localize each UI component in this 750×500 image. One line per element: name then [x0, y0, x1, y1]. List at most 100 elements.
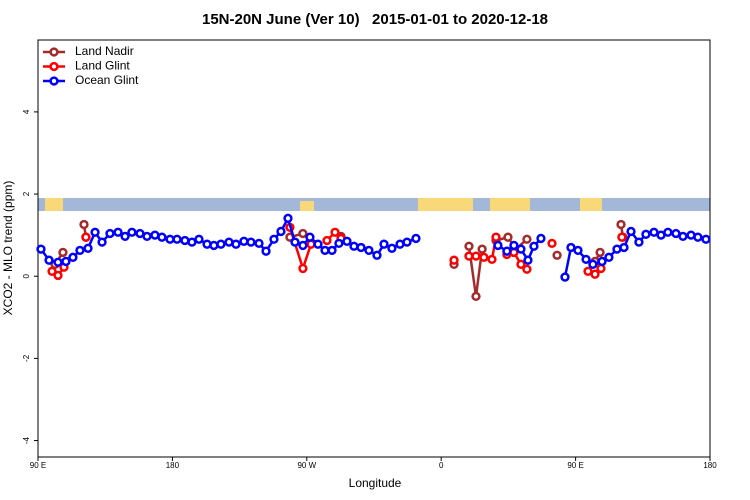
- data-point: [379, 239, 389, 249]
- data-point: [194, 234, 204, 244]
- data-point: [150, 230, 160, 240]
- data-point: [61, 256, 71, 267]
- land-band: [418, 198, 473, 211]
- legend-label: Land Glint: [75, 59, 130, 73]
- data-point: [269, 234, 279, 244]
- data-point: [411, 233, 421, 244]
- data-point: [619, 242, 629, 253]
- data-point: [90, 227, 100, 237]
- data-point: [58, 247, 68, 258]
- data-point: [305, 232, 315, 242]
- data-point: [53, 257, 63, 267]
- data-point: [120, 231, 130, 242]
- data-point: [395, 239, 405, 249]
- data-point: [693, 232, 703, 242]
- data-point: [283, 213, 293, 223]
- data-point: [75, 245, 85, 255]
- legend-marker: [49, 61, 59, 72]
- data-point: [298, 228, 308, 239]
- y-tick-label: -4: [22, 436, 31, 444]
- data-point: [127, 227, 137, 237]
- data-point: [649, 227, 659, 237]
- data-point: [113, 227, 123, 237]
- data-point: [491, 232, 501, 242]
- legend-marker: [49, 76, 59, 86]
- land-band: [490, 198, 530, 211]
- data-point: [342, 236, 352, 246]
- data-point: [53, 270, 63, 281]
- data-point: [47, 266, 57, 276]
- data-point: [604, 252, 614, 262]
- data-point: [671, 228, 681, 239]
- y-tick-label: 4: [22, 109, 31, 114]
- data-point: [97, 237, 107, 247]
- data-point: [590, 269, 600, 279]
- data-point: [330, 227, 340, 237]
- ocean-band: [38, 198, 710, 211]
- data-point: [560, 272, 570, 282]
- data-point: [493, 240, 503, 251]
- data-point: [701, 234, 711, 244]
- x-axis-label: Longitude: [349, 476, 402, 490]
- data-point: [464, 241, 474, 251]
- data-point: [209, 240, 219, 251]
- data-point: [356, 242, 366, 253]
- data-point: [44, 255, 54, 265]
- data-point: [387, 243, 397, 253]
- data-point: [522, 234, 532, 244]
- data-point: [298, 240, 308, 251]
- data-point: [231, 239, 241, 249]
- series-line: [39, 215, 707, 278]
- data-point: [583, 266, 593, 276]
- x-tick-label: 90 E: [567, 461, 583, 470]
- data-point: [246, 237, 256, 247]
- data-point: [581, 254, 591, 265]
- data-point: [105, 228, 115, 239]
- data-point: [529, 241, 539, 251]
- data-point: [157, 232, 167, 242]
- land-band: [45, 198, 63, 211]
- data-point: [626, 226, 636, 237]
- data-point: [573, 245, 583, 255]
- data-point: [552, 250, 562, 260]
- data-point: [364, 245, 374, 255]
- y-axis-label: XCO2 - MLO trend (ppm): [1, 181, 15, 316]
- data-point: [616, 219, 626, 230]
- map-strip: [38, 198, 710, 211]
- data-point: [523, 255, 533, 265]
- data-point: [597, 256, 607, 267]
- data-point: [479, 252, 489, 262]
- data-point: [634, 237, 644, 247]
- chart-title: 15N-20N June (Ver 10) 2015-01-01 to 2020…: [202, 11, 548, 28]
- data-point: [502, 246, 512, 256]
- x-tick-label: 180: [166, 461, 180, 470]
- data-point: [663, 227, 673, 237]
- data-point: [641, 229, 651, 239]
- data-point: [313, 239, 323, 249]
- data-point: [68, 252, 78, 262]
- x-tick-label: 0: [439, 461, 444, 470]
- data-point: [239, 236, 249, 246]
- x-tick-label: 90 W: [297, 461, 316, 470]
- data-point: [487, 254, 497, 265]
- legend-label: Land Nadir: [75, 44, 134, 58]
- data-point: [224, 237, 234, 247]
- data-point: [503, 232, 513, 242]
- data-point: [516, 259, 526, 269]
- legend-label: Ocean Glint: [75, 73, 139, 87]
- legend-marker: [49, 47, 59, 57]
- data-point: [349, 241, 359, 251]
- data-point: [509, 240, 519, 251]
- data-point: [135, 228, 145, 239]
- plot-frame: [37, 39, 711, 458]
- data-point: [471, 251, 481, 261]
- data-point: [402, 237, 412, 247]
- data-point: [276, 226, 286, 237]
- x-tick-label: 90 E: [30, 461, 46, 470]
- data-point: [79, 219, 89, 230]
- data-point: [172, 234, 182, 244]
- data-point: [588, 259, 598, 269]
- data-point: [36, 244, 46, 254]
- data-point: [81, 232, 91, 242]
